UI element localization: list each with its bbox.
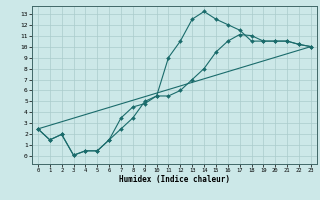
X-axis label: Humidex (Indice chaleur): Humidex (Indice chaleur) [119,175,230,184]
